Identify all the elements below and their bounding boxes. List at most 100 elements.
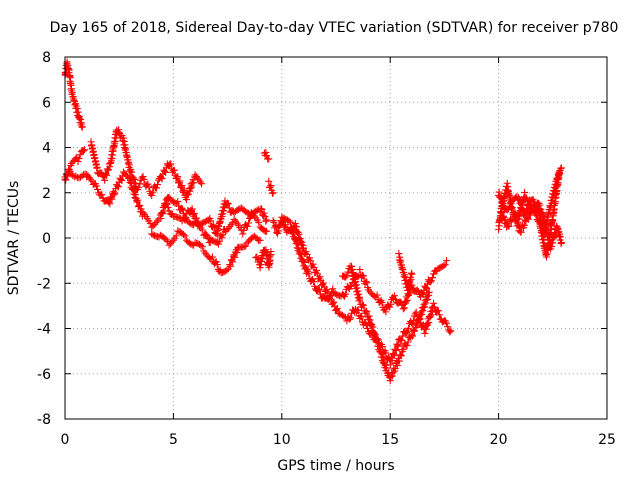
data-point (101, 176, 109, 184)
data-point (431, 303, 439, 311)
data-point (285, 217, 293, 225)
data-point (362, 278, 370, 286)
data-point (265, 155, 273, 163)
data-point (98, 191, 106, 199)
data-point (206, 254, 214, 262)
data-point (188, 183, 196, 191)
data-point (198, 180, 206, 188)
data-point (386, 377, 394, 385)
data-point (149, 231, 157, 239)
data-point (223, 266, 231, 274)
data-point (402, 297, 410, 305)
data-point (365, 312, 373, 320)
data-point (425, 318, 433, 326)
data-point (336, 310, 344, 318)
data-point (171, 199, 179, 207)
data-point (192, 217, 200, 225)
data-point (547, 199, 555, 207)
data-point (87, 175, 95, 183)
data-point (179, 187, 187, 195)
data-point (397, 352, 405, 360)
data-point (161, 168, 169, 176)
data-point (245, 237, 253, 245)
data-point (423, 284, 431, 292)
data-point (521, 212, 529, 220)
data-point (414, 287, 422, 295)
data-point (530, 198, 538, 206)
data-point (350, 272, 358, 280)
x-tick-label: 25 (598, 432, 616, 448)
data-point (303, 266, 311, 274)
data-point (298, 238, 306, 246)
data-point (419, 307, 427, 315)
data-point (403, 329, 411, 337)
data-point (312, 266, 320, 274)
data-point (108, 154, 116, 162)
data-point (441, 261, 449, 269)
data-point (356, 295, 364, 303)
data-point (165, 194, 173, 202)
data-point (136, 202, 144, 210)
data-point (552, 184, 560, 192)
data-point (230, 215, 238, 223)
data-point (434, 307, 442, 315)
data-point (190, 209, 198, 217)
data-point (356, 266, 364, 274)
data-point (505, 202, 513, 210)
data-point (437, 263, 445, 271)
data-point (366, 288, 374, 296)
data-point (510, 210, 518, 218)
data-point (524, 215, 532, 223)
data-point (324, 295, 332, 303)
data-point (348, 265, 356, 273)
data-point (447, 327, 455, 335)
chart-title: Day 165 of 2018, Sidereal Day-to-day VTE… (50, 20, 619, 36)
data-point (229, 252, 237, 260)
data-point (407, 275, 415, 283)
data-point (552, 181, 560, 189)
data-point (378, 299, 386, 307)
data-point (408, 270, 416, 278)
data-point (73, 105, 81, 113)
data-point (263, 216, 271, 224)
plot-frame (64, 56, 608, 420)
data-point (139, 173, 147, 181)
data-point (257, 261, 265, 269)
data-point (221, 228, 229, 236)
data-point (403, 296, 411, 304)
data-point (389, 351, 397, 359)
data-point (111, 189, 119, 197)
data-point (167, 160, 175, 168)
data-point (399, 332, 407, 340)
data-point (111, 137, 119, 145)
data-point (370, 292, 378, 300)
data-point (341, 290, 349, 298)
data-point (231, 253, 239, 261)
data-point (177, 183, 185, 191)
data-point (153, 184, 161, 192)
data-point (343, 271, 351, 279)
data-point (434, 265, 442, 273)
data-point (282, 215, 290, 223)
data-point (281, 221, 289, 229)
data-point (74, 157, 82, 165)
data-point (257, 205, 265, 213)
data-point (253, 206, 261, 214)
data-point (428, 274, 436, 282)
data-point (395, 250, 403, 258)
data-point (416, 315, 424, 323)
data-point (62, 176, 70, 184)
data-point (391, 292, 399, 300)
data-point (145, 183, 153, 191)
data-point (383, 364, 391, 372)
data-point (189, 210, 197, 218)
data-point (195, 221, 203, 229)
data-point (174, 198, 182, 206)
data-point (213, 261, 221, 269)
data-point (149, 188, 157, 196)
data-point (413, 321, 421, 329)
data-point (347, 314, 355, 322)
data-point (551, 187, 559, 195)
data-point (78, 123, 86, 131)
x-tick-label: 15 (381, 432, 399, 448)
